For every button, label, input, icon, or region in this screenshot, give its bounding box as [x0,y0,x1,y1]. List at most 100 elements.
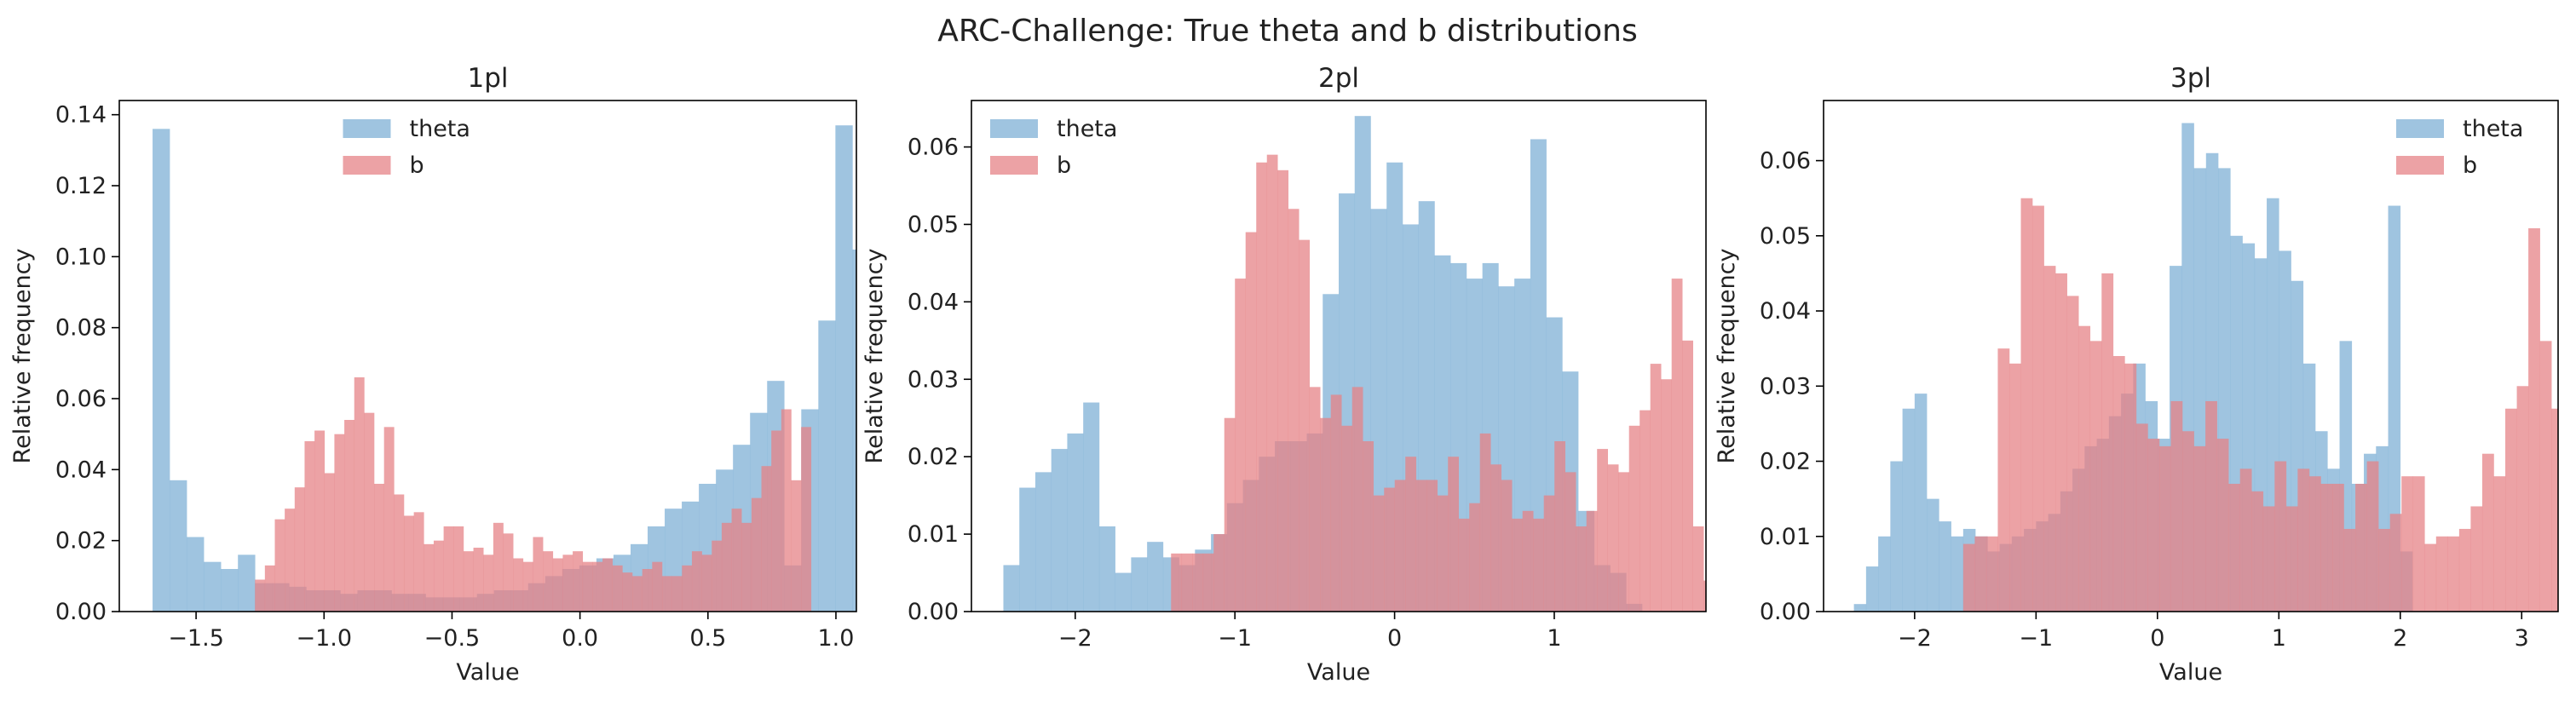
b-bar [324,473,335,612]
theta-bar [1131,557,1148,612]
theta-bar [153,129,170,612]
b-bar [2539,341,2552,612]
x-tick-label: 1 [2272,625,2286,652]
b-bar [2551,408,2558,612]
y-tick-label: 0.04 [1760,298,1811,325]
b-bar [1415,480,1427,612]
y-tick-label: 0.05 [908,211,959,238]
y-tick-label: 0.00 [55,599,107,625]
b-bar [1640,410,1651,612]
b-bar [2170,400,2183,612]
panel-title: 1pl [467,63,508,94]
b-bar [473,548,484,612]
b-bar [781,409,792,612]
b-bar [2089,341,2102,612]
y-tick-label: 0.08 [55,315,107,342]
x-axis-label: Value [2159,659,2222,686]
y-tick-label: 0.00 [1760,599,1811,625]
b-bar [602,558,614,612]
b-bar [2251,491,2264,612]
x-axis-label: Value [1307,659,1370,686]
b-bar [691,551,702,612]
b-bar [2308,476,2321,612]
b-bar [274,519,285,612]
b-bar [503,533,514,612]
b-bar [771,430,782,612]
b-bar [721,522,732,612]
b-bar [2055,273,2067,612]
x-tick-label: −1.0 [296,625,352,652]
x-tick-label: −1 [1218,625,1252,652]
b-bar [1997,348,2010,612]
b-bar [394,494,405,612]
y-tick-label: 0.05 [1760,223,1811,250]
y-axis-label: Relative frequency [9,249,36,464]
theta-bar [1083,402,1100,612]
theta-bar [238,554,256,612]
legend-swatch-b [2396,156,2444,175]
b-bar [533,537,544,612]
b-bar [374,484,384,612]
y-tick-label: 0.03 [1760,373,1811,399]
b-bar [1277,170,1289,612]
legend-label-theta: theta [410,116,470,142]
b-bar [1224,417,1236,612]
b-bar [2297,468,2310,612]
b-bar [2481,453,2494,612]
b-bar [1266,154,1278,612]
b-bar [1299,239,1311,612]
b-bar [1703,580,1706,612]
b-bar [1341,425,1353,612]
b-bar [1962,543,1975,612]
b-bar [2493,476,2506,612]
b-bar [264,565,275,612]
x-tick-label: −2 [1058,625,1092,652]
b-bar [2505,408,2517,612]
axes-frame [118,100,857,612]
b-bar [791,480,802,612]
b-bar [1235,279,1247,612]
theta-bar [835,125,853,612]
b-bar [1363,441,1374,612]
theta-bar [1865,566,1879,612]
theta-bar [1098,526,1115,612]
b-bar [632,576,643,612]
b-bar [1373,495,1385,612]
b-bar [344,420,355,612]
b-bar [1714,604,1726,612]
legend-label-theta: theta [2463,116,2523,142]
b-bar [2401,476,2414,612]
legend: theta b [2396,116,2523,179]
b-bar [1543,495,1555,612]
b-bar [1458,518,1470,612]
b-bar [2355,484,2367,612]
theta-bar [1115,572,1132,612]
theta-bar [2388,205,2401,612]
b-bar [1522,510,1534,612]
b-bar [1384,487,1396,612]
y-tick-label: 0.01 [908,521,959,548]
bars-2pl [1003,116,1726,612]
b-bar [592,561,603,612]
b-bar [334,434,345,612]
b-bar [383,427,395,612]
y-tick-label: 0.14 [55,102,107,129]
b-bar [1565,472,1576,612]
x-axis-label: Value [456,659,519,686]
b-bar [2239,468,2252,612]
b-bar [2147,439,2160,612]
b-bar [2343,528,2356,612]
b-bar [2158,445,2171,612]
y-tick-label: 0.00 [908,599,959,625]
b-bar [1309,387,1321,612]
b-bar [573,551,584,612]
legend-label-theta: theta [1057,116,1117,142]
b-bar [2389,514,2402,612]
y-tick-label: 0.02 [55,528,107,554]
b-bar [1597,449,1608,612]
panel-2pl: −2 −1 0 1 0.00 0.01 0.02 0.03 0.04 0.05 0.06 2pl Val… [862,63,1726,686]
b-bar [1202,553,1214,612]
theta-bar [1939,521,1951,612]
theta-bar [1147,542,1164,612]
b-bar [2563,491,2575,612]
